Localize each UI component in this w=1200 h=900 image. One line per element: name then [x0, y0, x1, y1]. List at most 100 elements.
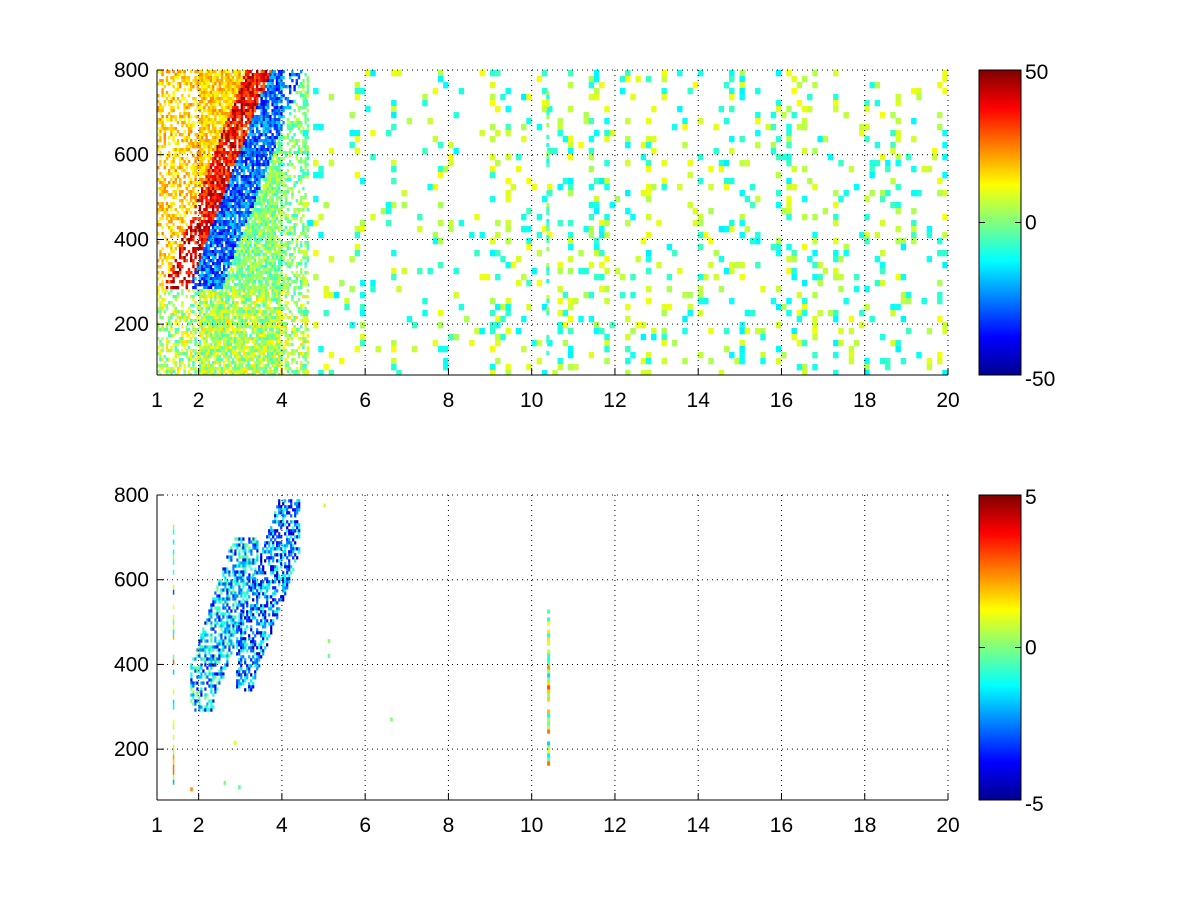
top-heatmap-cell: [220, 181, 224, 185]
top-heatmap-cell: [165, 97, 169, 101]
top-heatmap-cell: [236, 343, 239, 347]
top-heatmap-cell: [198, 106, 202, 110]
top-heatmap-cell: [267, 79, 270, 83]
top-heatmap-cell: [225, 115, 228, 119]
top-heatmap-cell: [240, 151, 243, 155]
top-heatmap-cell: [187, 94, 191, 98]
top-heatmap-cell: [273, 298, 276, 302]
top-heatmap-cell: [181, 256, 184, 260]
top-heatmap-cell: [304, 145, 307, 149]
top-heatmap-cell: [231, 214, 235, 218]
top-heatmap-cell: [214, 238, 217, 242]
top-heatmap-cell: [179, 250, 182, 254]
top-heatmap-cell: [280, 85, 283, 89]
top-heatmap-cell: [247, 214, 250, 218]
top-heatmap-cell: [258, 163, 261, 167]
top-heatmap-cell: [203, 226, 206, 230]
top-heatmap-cell: [249, 130, 252, 134]
top-heatmap-cell: [245, 139, 248, 143]
top-heatmap-cell: [179, 358, 182, 362]
top-heatmap-cell: [176, 103, 180, 107]
top-heatmap-cell: [194, 343, 197, 347]
top-heatmap-cell: [258, 217, 261, 221]
top-heatmap-cell: [227, 136, 230, 140]
top-heatmap-cell: [304, 328, 307, 332]
top-heatmap-cell: [271, 109, 274, 113]
top-heatmap-cell: [258, 235, 261, 239]
top-heatmap-cell: [253, 292, 257, 296]
top-heatmap-cell: [293, 280, 296, 284]
top-heatmap-cell: [448, 220, 454, 227]
top-heatmap-cell: [300, 280, 303, 284]
top-heatmap-cell: [275, 325, 279, 329]
top-heatmap-cell: [172, 361, 175, 365]
top-heatmap-cell: [205, 262, 208, 266]
top-heatmap-cell: [216, 331, 219, 335]
top-heatmap-cell: [240, 325, 243, 329]
top-heatmap-cell: [229, 265, 232, 269]
top-heatmap-cell: [161, 307, 164, 311]
top-heatmap-cell: [245, 196, 248, 200]
top-heatmap-cell: [269, 322, 272, 326]
top-heatmap-cell: [264, 91, 268, 95]
top-heatmap-cell: [256, 217, 259, 221]
top-heatmap-cell: [218, 241, 221, 245]
top-heatmap-cell: [262, 217, 265, 221]
top-heatmap-cell: [223, 127, 226, 131]
top-heatmap-cell: [260, 214, 263, 218]
top-heatmap-cell: [183, 235, 186, 239]
top-heatmap-cell: [295, 199, 298, 203]
top-heatmap-cell: [240, 121, 243, 125]
top-heatmap-cell: [253, 316, 257, 320]
top-heatmap-cell: [198, 289, 202, 293]
top-heatmap-cell: [238, 319, 241, 323]
top-heatmap-cell: [278, 256, 281, 260]
top-heatmap-cell: [247, 157, 250, 161]
top-heatmap-cell: [234, 100, 237, 104]
top-heatmap-cell: [181, 190, 184, 194]
top-heatmap-cell: [183, 136, 186, 140]
top-heatmap-cell: [223, 283, 226, 287]
top-heatmap-cell: [284, 334, 287, 338]
top-heatmap-cell: [223, 82, 226, 86]
top-heatmap-cell: [212, 160, 215, 164]
top-heatmap-cell: [258, 325, 261, 329]
top-heatmap-cell: [293, 373, 296, 375]
top-heatmap-cell: [284, 154, 287, 158]
top-heatmap-cell: [212, 244, 215, 248]
top-heatmap-cell: [253, 268, 257, 272]
top-heatmap-cell: [234, 91, 237, 95]
top-heatmap-cell: [260, 349, 263, 353]
top-heatmap-cell: [174, 148, 177, 152]
top-heatmap-cell: [300, 199, 303, 203]
top-heatmap-cell: [262, 304, 265, 308]
top-heatmap-cell: [300, 262, 303, 266]
top-heatmap-cell: [293, 223, 296, 227]
top-heatmap-cell: [253, 187, 257, 191]
top-heatmap-cell: [220, 190, 224, 194]
top-heatmap-cell: [289, 100, 292, 104]
top-heatmap-cell: [258, 277, 261, 281]
top-heatmap-cell: [174, 151, 177, 155]
top-heatmap-cell: [264, 214, 268, 218]
top-heatmap-cell: [183, 106, 186, 110]
top-heatmap-cell: [216, 220, 219, 224]
top-heatmap-cell: [269, 73, 272, 77]
top-heatmap-cell: [238, 229, 241, 233]
top-heatmap-cell: [214, 115, 217, 119]
top-heatmap-cell: [242, 214, 246, 218]
top-heatmap-cell: [227, 307, 230, 311]
top-heatmap-cell: [220, 70, 224, 74]
top-heatmap-cell: [161, 304, 164, 308]
top-heatmap-cell: [238, 328, 241, 332]
top-heatmap-cell: [262, 268, 265, 272]
top-heatmap-cell: [275, 268, 279, 272]
top-heatmap-cell: [218, 265, 221, 269]
top-heatmap-cell: [260, 280, 263, 284]
top-heatmap-cell: [203, 142, 206, 146]
top-heatmap-cell: [212, 283, 215, 287]
top-heatmap-cell: [229, 100, 232, 104]
top-heatmap-cell: [256, 265, 259, 269]
top-heatmap-cell: [209, 295, 213, 299]
top-heatmap-cell: [245, 178, 248, 182]
